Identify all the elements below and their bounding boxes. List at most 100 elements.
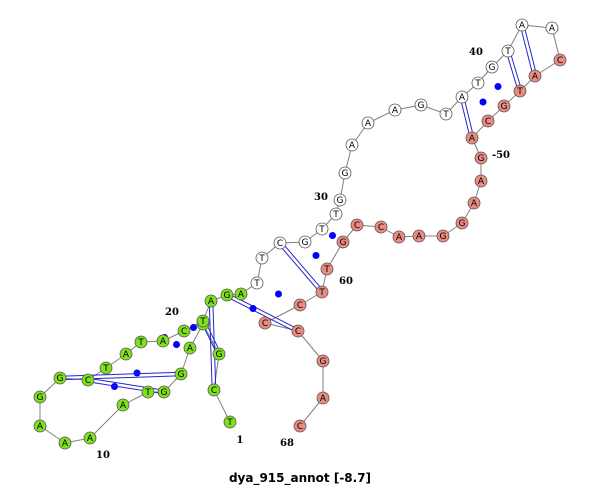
- nucleotide-base: A: [365, 119, 372, 129]
- nucleotide-62: C: [293, 298, 307, 312]
- nucleotide-43: A: [545, 21, 559, 35]
- nucleotide-base: C: [297, 422, 303, 432]
- nucleotide-base: C: [557, 56, 563, 66]
- nucleotide-base: A: [549, 24, 556, 34]
- nucleotide-base: G: [501, 102, 508, 112]
- nucleotide-61: T: [315, 285, 329, 299]
- base-pair-line: [208, 301, 213, 391]
- nucleotide-47: G: [497, 99, 511, 113]
- base-pair-dot: [133, 369, 141, 377]
- nucleotide-23: G: [220, 288, 234, 302]
- nucleotide-54: G: [436, 229, 450, 243]
- base-pair-line: [509, 50, 523, 91]
- nucleotide-26: T: [255, 251, 269, 265]
- nucleotide-32: G: [338, 166, 352, 180]
- base-pair-line: [212, 300, 217, 390]
- base-pair-line: [519, 25, 534, 77]
- nucleotide-7: G: [157, 385, 171, 399]
- base-pair-line: [459, 97, 471, 139]
- nucleotide-base: G: [478, 154, 485, 164]
- nucleotide-13: G: [33, 390, 47, 404]
- index-label: 68: [280, 438, 294, 449]
- nucleotide-base: T: [516, 87, 523, 97]
- nucleotide-base: T: [504, 47, 511, 57]
- nucleotide-base: T: [253, 279, 260, 289]
- backbone-segment: [89, 404, 124, 439]
- nucleotide-base: G: [489, 63, 496, 73]
- nucleotide-base: A: [160, 337, 167, 347]
- nucleotide-base: A: [469, 134, 476, 144]
- nucleotide-65: G: [316, 354, 330, 368]
- nucleotide-base: A: [519, 21, 526, 31]
- base-pair-line: [60, 375, 182, 381]
- nucleotide-base: A: [208, 297, 215, 307]
- nucleotide-44: C: [553, 53, 567, 67]
- base-pair-dot: [275, 290, 282, 298]
- base-pair-dot: [249, 305, 257, 312]
- nucleotide-31: G: [333, 193, 347, 207]
- nucleotide-17: A: [119, 347, 133, 361]
- nucleotide-53: G: [455, 216, 469, 230]
- nucleotide-base: G: [418, 101, 425, 111]
- base-pair-line: [278, 243, 322, 294]
- nucleotide-base: G: [178, 370, 185, 380]
- index-label: 10: [96, 450, 110, 461]
- index-label: 20: [165, 307, 179, 318]
- base-pair-line: [59, 371, 181, 377]
- nucleotide-36: G: [414, 98, 428, 112]
- base-pair-dot: [190, 324, 197, 331]
- nucleotide-base: G: [342, 169, 349, 179]
- nucleotide-57: C: [374, 220, 388, 234]
- nucleotide-base: G: [37, 393, 44, 403]
- nucleotide-27: C: [273, 236, 287, 250]
- nucleotide-12: A: [33, 419, 47, 433]
- nucleotide-base: A: [238, 290, 245, 300]
- nucleotide-45: A: [528, 69, 542, 83]
- nucleotide-base: T: [226, 418, 233, 428]
- backbone-segment: [297, 330, 324, 362]
- nucleotide-base: T: [258, 254, 265, 264]
- index-label: 1: [237, 435, 244, 446]
- nucleotide-base: C: [295, 327, 301, 337]
- base-pair-dot: [329, 232, 336, 239]
- nucleotide-base: T: [199, 317, 206, 327]
- nucleotide-base: G: [440, 232, 447, 242]
- diagram-title: dya_915_annot [-8.7]: [229, 471, 371, 486]
- nucleotide-56: A: [392, 230, 406, 244]
- nucleotide-base: A: [349, 141, 356, 151]
- nucleotide-base: G: [320, 357, 327, 367]
- nucleotide-base: C: [354, 221, 360, 231]
- base-pair-lines: [59, 24, 538, 395]
- nucleotide-base: T: [318, 288, 325, 298]
- nucleotide-18: T: [134, 335, 148, 349]
- nucleotide-base: G: [224, 291, 231, 301]
- nucleotide-base: A: [120, 401, 127, 411]
- nucleotide-base: A: [459, 93, 466, 103]
- nucleotide-33: A: [345, 138, 359, 152]
- nucleotide-base: A: [416, 232, 423, 242]
- nucleotide-base: A: [471, 199, 478, 209]
- index-label: 30: [314, 192, 328, 203]
- nucleotide-base: C: [277, 239, 283, 249]
- nucleotide-3: G: [212, 347, 226, 361]
- nucleotide-37: T: [439, 107, 453, 121]
- nucleotide-base: C: [211, 386, 217, 396]
- nucleotide-base: A: [187, 344, 194, 354]
- nucleotide-67: C: [293, 419, 307, 433]
- index-label: -50: [492, 150, 510, 161]
- index-label: 60: [339, 276, 353, 287]
- nucleotide-base: A: [532, 72, 539, 82]
- nucleotide-base: A: [396, 233, 403, 243]
- nucleotide-base: C: [297, 301, 303, 311]
- nucleotide-30: T: [329, 207, 343, 221]
- nucleotide-base: G: [459, 219, 466, 229]
- nucleotide-base: G: [161, 388, 168, 398]
- nucleotide-base: T: [144, 388, 151, 398]
- nucleotide-base: C: [485, 117, 491, 127]
- nucleotide-base: T: [102, 364, 109, 374]
- base-pair-dot: [312, 252, 320, 259]
- base-pair-line: [463, 96, 475, 138]
- nucleotide-base: G: [302, 238, 309, 248]
- nucleotide-nodes: TCGTAGGTAAAAGGCTATACTAGATTCGTTGGAAAGTATG…: [33, 18, 567, 450]
- base-pair-line: [523, 24, 538, 76]
